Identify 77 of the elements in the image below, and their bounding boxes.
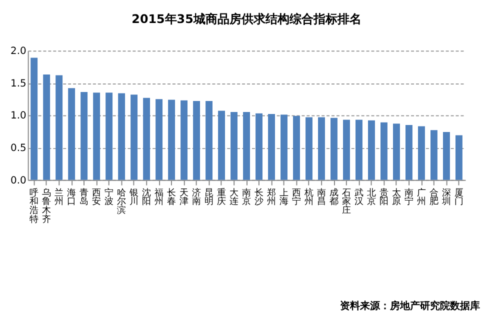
x-tick-label: 宁波 — [104, 187, 114, 208]
x-tick-label: 石家庄 — [342, 188, 351, 216]
x-tick-label: 杭州 — [304, 187, 314, 208]
x-tick-label: 海口 — [67, 187, 76, 208]
bar — [330, 118, 338, 180]
bar — [356, 120, 362, 180]
bar — [106, 92, 113, 180]
bar — [118, 93, 126, 180]
bar — [143, 98, 150, 180]
x-tick-label: 西宁 — [292, 188, 302, 208]
bar — [243, 112, 250, 180]
bar — [56, 75, 63, 180]
bar — [405, 124, 412, 180]
y-tick-label: 0.0 — [10, 175, 26, 186]
x-tick-label: 乌鲁木齐 — [42, 187, 52, 226]
bar — [218, 110, 226, 180]
x-tick-label: 呼和浩特 — [30, 187, 39, 226]
bar — [380, 122, 388, 180]
x-tick-label: 重庆 — [217, 187, 226, 208]
x-tick-label: 银川 — [128, 187, 139, 208]
x-tick-label: 南昌 — [317, 187, 326, 208]
x-tick-label: 福州 — [154, 187, 164, 208]
x-tick-label: 成都 — [329, 187, 338, 208]
bar — [30, 58, 38, 180]
x-tick-label: 太原 — [392, 187, 401, 208]
bar — [393, 124, 400, 180]
x-tick-label: 长春 — [167, 187, 176, 208]
x-tick-label: 深圳 — [440, 187, 451, 208]
bar — [168, 100, 176, 180]
bar — [206, 101, 213, 180]
bar — [80, 92, 88, 180]
bar — [130, 94, 138, 180]
x-tick-label: 广州 — [416, 187, 426, 208]
x-tick-label: 昆明 — [204, 187, 214, 208]
y-tick-label: 1.5 — [10, 78, 26, 90]
x-tick-label: 厦门 — [454, 187, 464, 208]
bar — [280, 114, 288, 180]
y-tick-label: 1.0 — [10, 110, 26, 122]
bar — [230, 112, 238, 180]
x-tick-label: 郑州 — [267, 187, 276, 208]
bar — [193, 101, 200, 180]
y-tick-label: 2.0 — [10, 46, 26, 58]
chart-title: 2015年35城商品房供求结构综合指标排名 — [132, 12, 362, 26]
bar — [180, 100, 188, 180]
x-tick-label: 北京 — [366, 187, 376, 208]
x-tick-label: 合肥 — [429, 187, 438, 208]
x-tick-label: 西安 — [92, 188, 102, 208]
bar — [43, 74, 50, 180]
x-tick-label: 济南 — [192, 187, 202, 208]
x-tick-label: 兰州 — [54, 187, 64, 208]
bar — [293, 116, 300, 180]
x-tick-label: 青岛 — [80, 187, 89, 208]
x-tick-label: 上海 — [280, 187, 289, 208]
x-tick-label: 南京 — [242, 187, 252, 208]
y-tick-label: 0.5 — [10, 143, 26, 154]
bar — [368, 120, 375, 180]
x-tick-label: 天津 — [180, 187, 189, 208]
bar — [156, 99, 163, 180]
bar — [442, 132, 450, 180]
x-tick-label: 长沙 — [254, 187, 264, 208]
x-tick-label: 贵阳 — [379, 187, 388, 208]
bar — [343, 120, 350, 180]
bar — [256, 113, 262, 180]
bar — [455, 135, 462, 180]
bar — [306, 117, 312, 180]
bar — [268, 114, 275, 180]
bar — [318, 117, 325, 180]
text: 资料来源：房地产研究院数据库 — [340, 300, 480, 312]
bar — [418, 126, 425, 180]
x-tick-label: 武汉 — [354, 187, 364, 208]
bar — [430, 130, 438, 180]
x-tick-label: 沈阳 — [142, 187, 152, 208]
x-tick-label: 南宁 — [404, 187, 414, 208]
bar — [93, 92, 100, 180]
bar — [68, 88, 76, 180]
x-tick-label: 大连 — [230, 187, 239, 208]
x-tick-label: 哈尔滨 — [117, 187, 126, 216]
